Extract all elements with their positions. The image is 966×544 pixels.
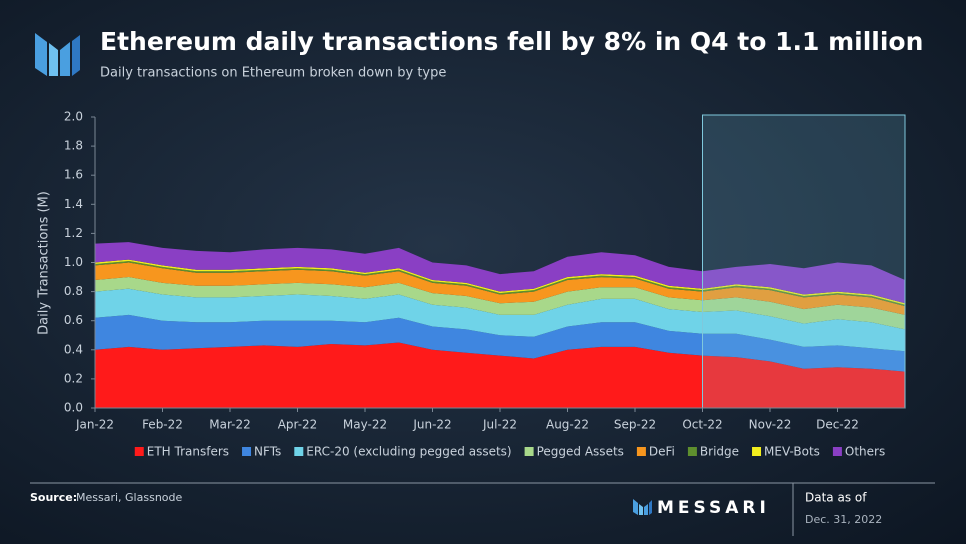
legend-label: DeFi bbox=[649, 445, 675, 459]
date: Dec. 31, 2022 bbox=[805, 513, 882, 526]
x-tick-label: Jul-22 bbox=[482, 418, 517, 432]
highlight-box bbox=[702, 114, 906, 409]
x-tick-label: Nov-22 bbox=[749, 418, 792, 432]
area bbox=[95, 288, 905, 352]
y-tick-label: 1.6 bbox=[64, 168, 83, 182]
brand: MESSARI bbox=[657, 498, 770, 518]
y-tick-label: 0.0 bbox=[64, 401, 83, 415]
y-tick-label: 2.0 bbox=[64, 110, 83, 124]
x-tick-label: Apr-22 bbox=[278, 418, 318, 432]
x-tick-label: Feb-22 bbox=[142, 418, 183, 432]
area bbox=[95, 314, 905, 372]
chart-subtitle: Daily transactions on Ethereum broken do… bbox=[100, 66, 446, 81]
y-tick-label: 0.2 bbox=[64, 371, 83, 385]
y-axis-label: Daily Transactions (M) bbox=[37, 191, 52, 335]
source: Messari, Glassnode bbox=[76, 491, 182, 504]
x-tick-label: Oct-22 bbox=[682, 418, 722, 432]
legend-label: Pegged Assets bbox=[537, 445, 624, 459]
date-label: Data as of bbox=[805, 491, 867, 505]
legend-label: MEV-Bots bbox=[764, 445, 820, 459]
y-tick-label: 0.4 bbox=[64, 342, 83, 356]
legend-label: ETH Transfers bbox=[147, 445, 229, 459]
source-label: Source: bbox=[30, 491, 77, 504]
legend-swatch bbox=[242, 447, 252, 456]
y-tick-label: 0.6 bbox=[64, 313, 83, 327]
y-tick-label: 1.0 bbox=[64, 255, 83, 269]
legend-label: ERC-20 (excluding pegged assets) bbox=[306, 445, 511, 459]
y-tick-label: 0.8 bbox=[64, 284, 83, 298]
y-tick-label: 1.2 bbox=[64, 226, 83, 240]
legend-swatch bbox=[832, 447, 842, 456]
plot-area: 0.0 0.2 0.4 0.6 0.8 1.0 1.2 1.4 1.6 1.8 2.0 Jan-22 F… bbox=[64, 110, 906, 432]
legend-swatch bbox=[752, 447, 762, 456]
legend-swatch bbox=[294, 447, 304, 456]
area bbox=[95, 262, 905, 315]
logo bbox=[35, 33, 80, 76]
legend: ETH Transfers NFTs ERC-20 (excluding pegge… bbox=[134, 445, 885, 459]
y-tick-label: 1.8 bbox=[64, 139, 83, 153]
x-tick-label: Jan-22 bbox=[75, 418, 114, 432]
legend-swatch bbox=[687, 447, 697, 456]
x-tick-label: Sep-22 bbox=[614, 418, 656, 432]
x-tick-label: Jun-22 bbox=[412, 418, 451, 432]
x-tick-label: May-22 bbox=[343, 418, 387, 432]
legend-label: Others bbox=[845, 445, 885, 459]
x-tick-label: Dec-22 bbox=[816, 418, 859, 432]
x-tick-label: Aug-22 bbox=[546, 418, 589, 432]
legend-label: NFTs bbox=[254, 445, 281, 459]
legend-swatch bbox=[134, 447, 144, 456]
y-tick-label: 1.4 bbox=[64, 197, 83, 211]
brand-mark bbox=[633, 499, 652, 515]
legend-label: Bridge bbox=[700, 445, 739, 459]
x-tick-label: Mar-22 bbox=[209, 418, 250, 432]
legend-swatch bbox=[524, 447, 534, 456]
chart-title: Ethereum daily transactions fell by 8% i… bbox=[100, 27, 923, 56]
legend-swatch bbox=[636, 447, 646, 456]
